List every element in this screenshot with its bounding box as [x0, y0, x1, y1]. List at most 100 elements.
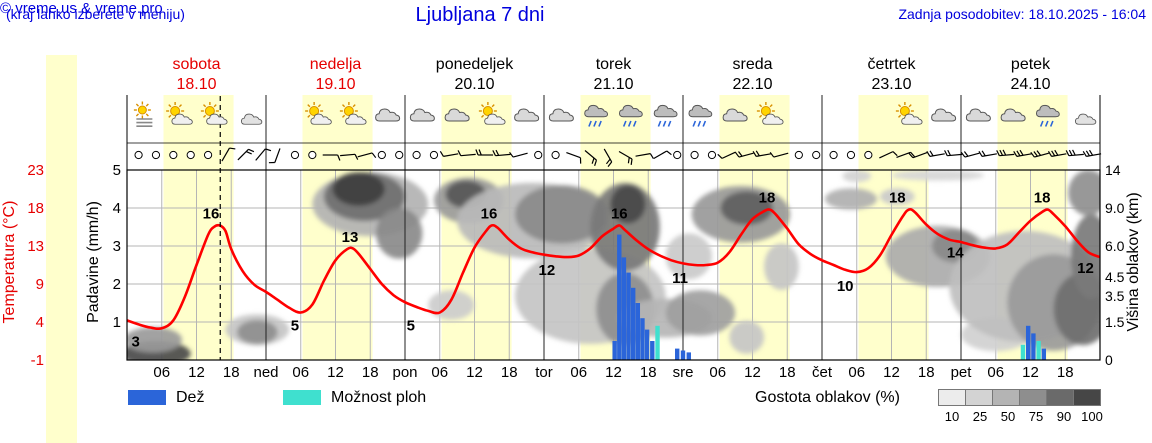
- wind-calm-icon: [377, 150, 386, 160]
- wind-calm-icon: [151, 150, 161, 160]
- weather-icon-cloud-rain: [618, 104, 643, 127]
- density-step-label: 50: [1000, 409, 1016, 424]
- x-axis-hour-tick: 06: [987, 364, 1004, 381]
- x-axis-hour-tick: 18: [223, 364, 240, 381]
- plot-frame: [126, 169, 1101, 361]
- day-date: 23.10: [871, 76, 911, 93]
- precip-axis-tick: 2: [113, 276, 121, 293]
- precip-axis-tick: 1: [113, 314, 121, 331]
- wind-barb-icon: [1065, 149, 1084, 157]
- wind-calm-icon: [707, 150, 717, 160]
- temperature-value-label: 10: [837, 278, 854, 295]
- temp-axis-tick: -1: [31, 352, 44, 369]
- wind-barb-icon: [926, 150, 945, 157]
- weather-icon-sun-cloud: [166, 102, 193, 125]
- x-axis-hour-tick: 12: [744, 364, 761, 381]
- cloud-blob: [127, 327, 183, 353]
- temperature-value-label: 14: [947, 244, 964, 261]
- cloud-blob: [1068, 170, 1100, 216]
- weather-icon-cloud: [931, 108, 957, 122]
- showers-legend-label: Možnost ploh: [331, 389, 427, 406]
- x-axis-hour-tick: 18: [501, 364, 518, 381]
- cloud-density-steps: 10 25 50 75 90 100: [938, 409, 1106, 424]
- wind-barb-icon: [584, 150, 598, 166]
- cloud-blob: [665, 290, 736, 336]
- weather-icon-cloud: [514, 108, 540, 122]
- cloud-blob: [376, 208, 423, 259]
- cloud-axis-tick: 4.5: [1105, 269, 1125, 285]
- cloud-axis-tick: 14: [1105, 162, 1121, 178]
- wind-barb-icon: [1047, 149, 1067, 157]
- wind-barb-icon: [769, 151, 789, 158]
- weather-icon-cloud: [444, 108, 470, 122]
- wind-barb-icon: [1030, 150, 1050, 158]
- wind-calm-icon: [308, 150, 317, 160]
- wind-calm-icon: [551, 150, 560, 160]
- weather-icon-cloud-rain: [1035, 104, 1060, 127]
- day-date: 21.10: [593, 76, 633, 93]
- wind-barb-icon: [357, 152, 377, 159]
- left-yellow-strip: [46, 55, 77, 443]
- density-ramp-cell: [966, 389, 993, 406]
- temp-axis-tick: 13: [27, 238, 44, 255]
- x-axis-hour-tick: 06: [570, 364, 587, 381]
- wind-barb-icon: [457, 150, 476, 157]
- x-axis-hour-tick: 06: [431, 364, 448, 381]
- x-axis-hour-tick: 12: [327, 364, 344, 381]
- weather-icon-sun-cloud: [339, 102, 367, 125]
- wind-calm-icon: [812, 150, 821, 160]
- wind-calm-icon: [864, 150, 873, 160]
- wind-barb-icon: [566, 152, 582, 164]
- weather-icon-moon-cloud: [239, 104, 263, 125]
- wind-barb-icon: [978, 150, 997, 157]
- wind-barb-icon: [618, 150, 633, 165]
- wind-barb-icon: [603, 148, 613, 167]
- temperature-value-label: 13: [342, 229, 359, 246]
- day-date: 24.10: [1010, 76, 1050, 93]
- wind-barb-icon: [237, 148, 255, 161]
- temperature-curve: [127, 208, 1100, 331]
- rain-bar: [612, 341, 617, 360]
- day-name-sreda: sreda: [732, 56, 772, 73]
- temperature-value-label: 11: [672, 270, 688, 287]
- temperature-value-label: 16: [481, 205, 498, 222]
- x-axis-hour-tick: 06: [153, 364, 170, 381]
- density-step-label: 90: [1056, 409, 1072, 424]
- wind-barb-icon: [896, 151, 915, 158]
- density-step-label: 75: [1028, 409, 1044, 424]
- density-ramp-cell: [1047, 389, 1074, 406]
- wind-barb-icon: [734, 151, 754, 158]
- cloud-blob: [729, 320, 765, 354]
- cloud-blob: [842, 170, 872, 183]
- weather-icon-cloud: [722, 108, 748, 122]
- rain-bar: [630, 287, 636, 360]
- cloud-axis-tick: 9.0: [1105, 200, 1125, 216]
- x-axis-day-tick: čet: [812, 364, 833, 381]
- cloud-blob: [332, 172, 385, 206]
- weather-icon-sun-cloud: [895, 102, 923, 125]
- cloud-density-legend-label: Gostota oblakov (%): [755, 389, 900, 406]
- x-axis-day-tick: pon: [392, 364, 417, 381]
- x-axis-hour-tick: 18: [918, 364, 935, 381]
- day-name-ponedeljek: ponedeljek: [436, 56, 514, 73]
- temperature-value-label: 12: [1077, 260, 1094, 277]
- wind-calm-icon: [673, 150, 682, 160]
- x-axis-hour-tick: 06: [848, 364, 865, 381]
- x-axis-hour-tick: 12: [466, 364, 483, 381]
- day-name-sobota: sobota: [172, 56, 220, 73]
- wind-calm-icon: [429, 150, 439, 160]
- temp-axis-tick: 18: [27, 200, 44, 217]
- temp-axis-tick: 4: [36, 314, 44, 331]
- wind-calm-icon: [829, 150, 838, 160]
- wind-barb-icon: [635, 153, 654, 159]
- weather-icon-cloud-rain: [688, 104, 713, 127]
- rain-bar: [621, 257, 627, 360]
- wind-calm-icon: [186, 150, 195, 160]
- cloud-blob: [1071, 214, 1100, 299]
- rain-bar: [635, 303, 641, 360]
- copyright-link[interactable]: © vreme.us & vreme.pro: [0, 0, 163, 17]
- wind-calm-icon: [846, 150, 856, 160]
- x-axis-day-tick: ned: [253, 364, 278, 381]
- wind-barb-icon: [752, 150, 772, 157]
- day-name-nedelja: nedelja: [310, 56, 362, 73]
